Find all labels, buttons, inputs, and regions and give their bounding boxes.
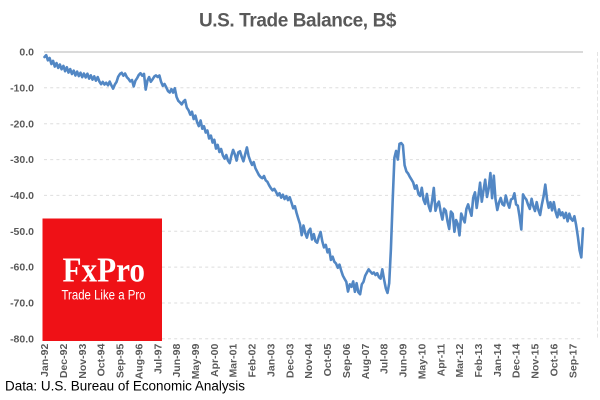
svg-text:Data: U.S. Bureau of Economic: Data: U.S. Bureau of Economic Analysis [5, 379, 245, 394]
svg-text:Nov-04: Nov-04 [303, 344, 315, 379]
svg-text:FxPro: FxPro [63, 251, 146, 290]
svg-text:Aug-07: Aug-07 [360, 344, 372, 380]
svg-text:Apr-11: Apr-11 [435, 344, 447, 377]
svg-text:Nov-93: Nov-93 [77, 344, 89, 379]
svg-text:Jan-03: Jan-03 [266, 344, 278, 377]
svg-text:Jan-14: Jan-14 [492, 344, 504, 377]
svg-text:0.0: 0.0 [19, 47, 34, 59]
svg-text:-20.0: -20.0 [10, 118, 34, 130]
svg-text:Oct-94: Oct-94 [96, 344, 108, 377]
svg-text:Feb-13: Feb-13 [473, 344, 485, 378]
svg-text:-40.0: -40.0 [10, 190, 34, 202]
svg-text:-60.0: -60.0 [10, 262, 34, 274]
svg-text:-70.0: -70.0 [10, 298, 34, 310]
svg-text:Apr-00: Apr-00 [209, 344, 221, 377]
svg-text:Trade Like a Pro: Trade Like a Pro [62, 288, 146, 303]
svg-text:Sep-95: Sep-95 [115, 344, 127, 379]
svg-text:-30.0: -30.0 [10, 154, 34, 166]
svg-text:Dec-92: Dec-92 [58, 344, 70, 379]
svg-text:May-99: May-99 [190, 344, 202, 380]
svg-text:-80.0: -80.0 [10, 333, 34, 345]
svg-text:Jun-09: Jun-09 [398, 344, 410, 378]
svg-text:-10.0: -10.0 [10, 82, 34, 94]
svg-text:Jan-92: Jan-92 [39, 344, 51, 377]
svg-text:Dec-03: Dec-03 [284, 344, 296, 379]
svg-text:Nov-15: Nov-15 [530, 344, 542, 379]
svg-text:Mar-01: Mar-01 [228, 344, 240, 378]
svg-text:Oct-05: Oct-05 [322, 344, 334, 377]
svg-text:Oct-16: Oct-16 [548, 344, 560, 377]
svg-text:Dec-14: Dec-14 [511, 344, 523, 379]
svg-text:Jul-97: Jul-97 [152, 344, 164, 375]
svg-text:Jun-98: Jun-98 [171, 344, 183, 378]
svg-text:Sep-06: Sep-06 [341, 344, 353, 379]
svg-text:Mar-12: Mar-12 [454, 344, 466, 378]
svg-text:U.S. Trade Balance, B$: U.S. Trade Balance, B$ [199, 11, 397, 32]
svg-text:Sep-17: Sep-17 [567, 344, 579, 379]
svg-text:Jul-08: Jul-08 [379, 344, 391, 375]
svg-text:May-10: May-10 [416, 344, 428, 380]
svg-text:Feb-02: Feb-02 [247, 344, 259, 378]
svg-text:-50.0: -50.0 [10, 226, 34, 238]
svg-text:Aug-96: Aug-96 [133, 344, 145, 380]
